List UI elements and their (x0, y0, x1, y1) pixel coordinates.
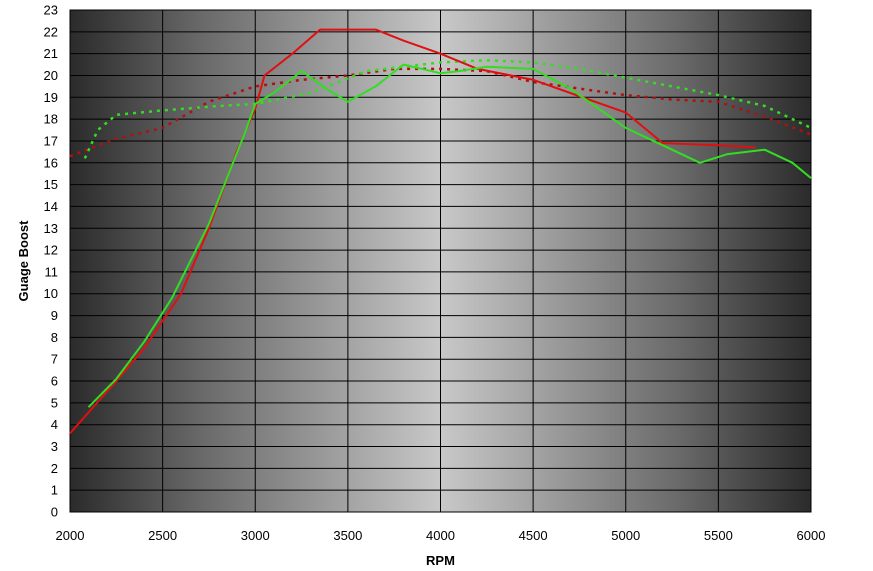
y-tick-label: 4 (51, 417, 58, 432)
y-tick-label: 6 (51, 374, 58, 389)
y-tick-label: 13 (44, 221, 58, 236)
x-tick-label: 2000 (56, 528, 85, 543)
y-tick-label: 10 (44, 286, 58, 301)
y-tick-label: 12 (44, 243, 58, 258)
x-axis-title: RPM (426, 553, 455, 568)
y-tick-label: 23 (44, 3, 58, 18)
y-tick-label: 16 (44, 155, 58, 170)
y-tick-label: 3 (51, 439, 58, 454)
y-tick-label: 11 (45, 264, 59, 279)
y-tick-label: 5 (51, 395, 58, 410)
y-tick-label: 15 (44, 177, 58, 192)
series-group (69, 28, 812, 435)
x-tick-label: 6000 (797, 528, 826, 543)
x-tick-label: 3000 (241, 528, 270, 543)
y-tick-label: 20 (44, 68, 58, 83)
series-line-2 (87, 63, 812, 408)
x-tick-label: 4500 (519, 528, 548, 543)
y-tick-label: 18 (44, 112, 58, 127)
x-tick-label: 4000 (426, 528, 455, 543)
x-tick-label: 2500 (148, 528, 177, 543)
y-tick-label: 2 (51, 461, 58, 476)
x-tick-label: 5000 (611, 528, 640, 543)
series-line-1 (69, 28, 756, 435)
y-axis-title: Guage Boost (16, 220, 31, 302)
y-tick-label: 0 (51, 505, 58, 520)
plot-border (69, 9, 812, 513)
tick-labels: 0123456789101112131415161718192021222320… (44, 3, 826, 544)
y-tick-label: 9 (51, 308, 58, 323)
y-tick-label: 21 (44, 46, 58, 61)
y-tick-label: 14 (44, 199, 58, 214)
x-tick-label: 5500 (704, 528, 733, 543)
y-tick-label: 17 (44, 133, 58, 148)
y-tick-label: 22 (44, 24, 58, 39)
y-tick-label: 7 (51, 352, 58, 367)
y-tick-label: 19 (44, 90, 58, 105)
y-tick-label: 1 (51, 483, 58, 498)
x-tick-label: 3500 (333, 528, 362, 543)
y-tick-label: 8 (51, 330, 58, 345)
series-line-3 (69, 67, 812, 158)
